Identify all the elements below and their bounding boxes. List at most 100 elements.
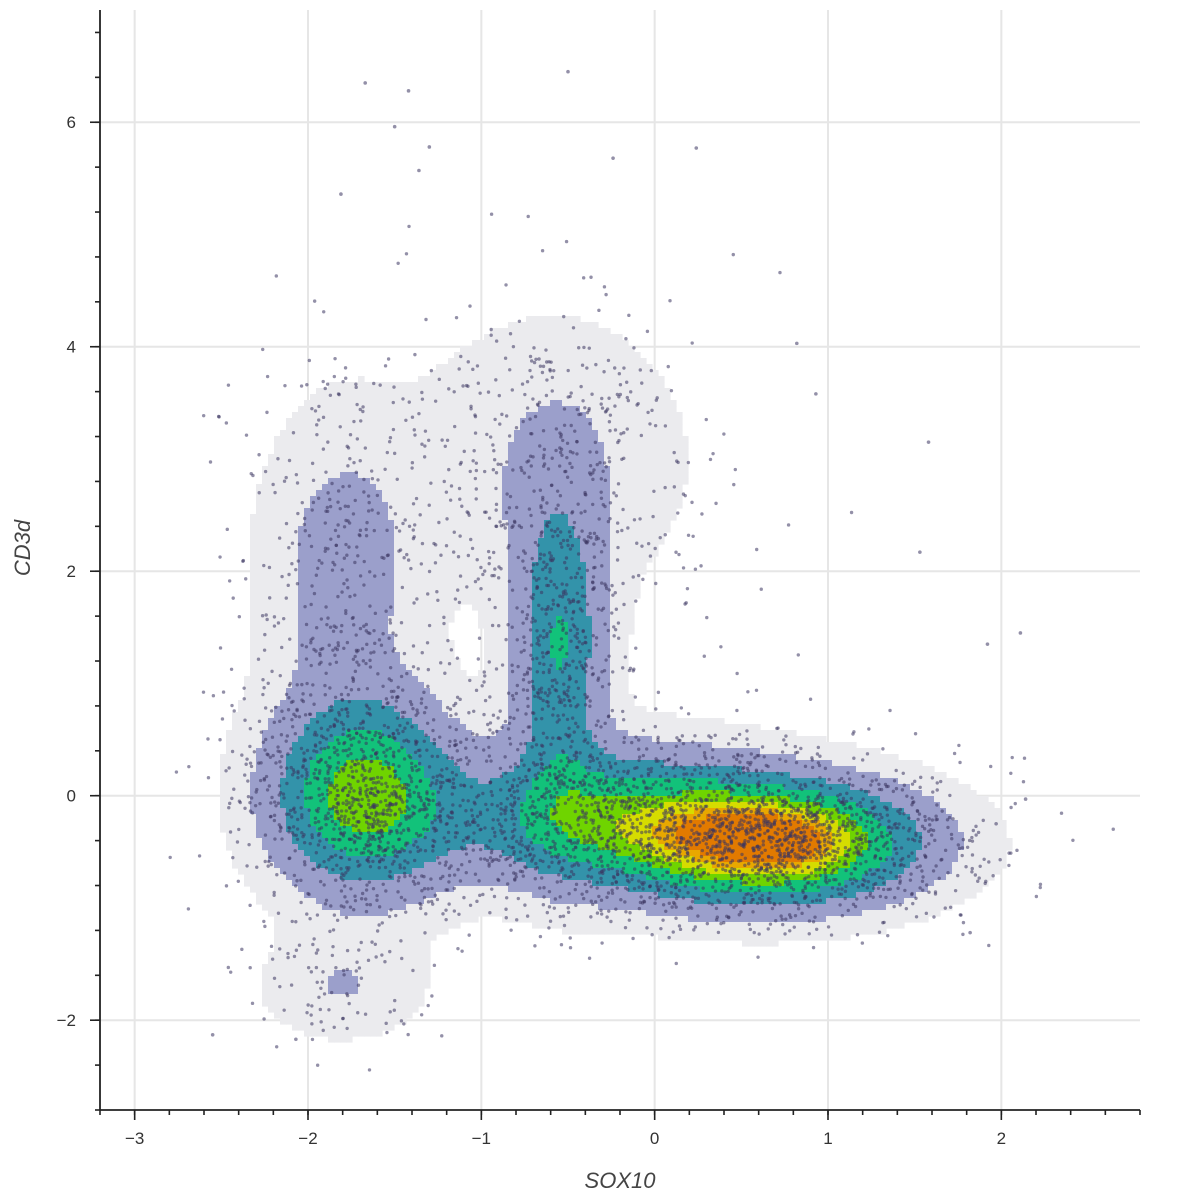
density-cell — [544, 418, 551, 425]
density-cell — [268, 550, 275, 557]
density-cell — [652, 394, 659, 401]
density-cell — [538, 676, 545, 683]
density-cell — [460, 586, 467, 593]
density-cell — [616, 502, 623, 509]
density-cell — [634, 382, 641, 389]
density-cell — [280, 502, 287, 509]
density-cell — [274, 478, 281, 485]
density-cell — [358, 448, 365, 455]
density-cell — [340, 382, 347, 389]
density-cell — [412, 526, 419, 533]
density-cell — [580, 598, 587, 605]
density-cell — [568, 592, 575, 599]
density-cell — [346, 466, 353, 473]
density-cell — [400, 556, 407, 563]
density-cell — [304, 436, 311, 443]
density-cell — [664, 766, 671, 773]
density-cell — [478, 496, 485, 503]
density-cell — [436, 460, 443, 467]
density-cell — [478, 340, 485, 347]
density-cell — [448, 502, 455, 509]
density-cell — [484, 568, 491, 575]
density-cell — [562, 616, 569, 623]
density-cell — [712, 772, 719, 779]
density-cell — [418, 676, 425, 683]
density-cell — [376, 562, 383, 569]
density-cell — [604, 472, 611, 479]
density-cell — [508, 502, 515, 509]
density-cell — [580, 340, 587, 347]
density-cell — [388, 490, 395, 497]
density-cell — [334, 598, 341, 605]
density-cell — [370, 478, 377, 485]
density-cell — [466, 364, 473, 371]
density-cell — [304, 676, 311, 683]
density-cell — [424, 568, 431, 575]
density-cell — [598, 364, 605, 371]
density-cell — [646, 424, 653, 431]
density-cell — [442, 460, 449, 467]
density-cell — [358, 670, 365, 677]
density-cell — [592, 340, 599, 347]
density-cell — [550, 748, 557, 755]
density-cell — [844, 760, 851, 767]
density-cell — [382, 538, 389, 545]
density-cell — [274, 688, 281, 695]
density-cell — [262, 622, 269, 629]
density-cell — [532, 388, 539, 395]
density-cell — [496, 472, 503, 479]
density-cell — [460, 718, 467, 725]
density-cell — [448, 490, 455, 497]
density-cell — [466, 346, 473, 353]
density-cell — [502, 556, 509, 563]
density-cell — [556, 574, 563, 581]
density-cell — [292, 478, 299, 485]
density-cell — [436, 580, 443, 587]
density-cell — [418, 742, 425, 749]
density-cell — [310, 538, 317, 545]
density-cell — [502, 400, 509, 407]
density-cell — [490, 412, 497, 419]
density-cell — [538, 670, 545, 677]
density-cell — [496, 478, 503, 485]
density-cell — [442, 496, 449, 503]
density-cell — [682, 460, 689, 467]
density-cell — [430, 610, 437, 617]
density-cell — [400, 658, 407, 665]
density-cell — [592, 490, 599, 497]
density-cell — [298, 436, 305, 443]
density-cell — [616, 424, 623, 431]
density-cell — [502, 358, 509, 365]
density-cell — [592, 460, 599, 467]
density-cell — [634, 562, 641, 569]
density-cell — [466, 508, 473, 515]
density-cell — [538, 484, 545, 491]
density-cell — [316, 442, 323, 449]
density-cell — [334, 490, 341, 497]
density-cell — [550, 466, 557, 473]
density-cell — [388, 544, 395, 551]
density-cell — [658, 388, 665, 395]
density-cell — [520, 586, 527, 593]
density-cell — [610, 604, 617, 611]
density-cell — [604, 592, 611, 599]
density-cell — [556, 334, 563, 341]
density-cell — [646, 466, 653, 473]
density-cell — [658, 742, 665, 749]
density-cell — [616, 526, 623, 533]
density-cell — [592, 766, 599, 773]
density-cell — [406, 586, 413, 593]
density-cell — [676, 754, 683, 761]
density-cell — [280, 736, 287, 743]
density-cell — [310, 754, 317, 761]
density-cell — [580, 688, 587, 695]
density-cell — [352, 598, 359, 605]
density-cell — [754, 742, 761, 749]
density-cell — [532, 424, 539, 431]
density-cell — [436, 634, 443, 641]
density-cell — [556, 358, 563, 365]
density-cell — [478, 400, 485, 407]
density-cell — [442, 484, 449, 491]
density-cell — [448, 478, 455, 485]
density-cell — [316, 436, 323, 443]
